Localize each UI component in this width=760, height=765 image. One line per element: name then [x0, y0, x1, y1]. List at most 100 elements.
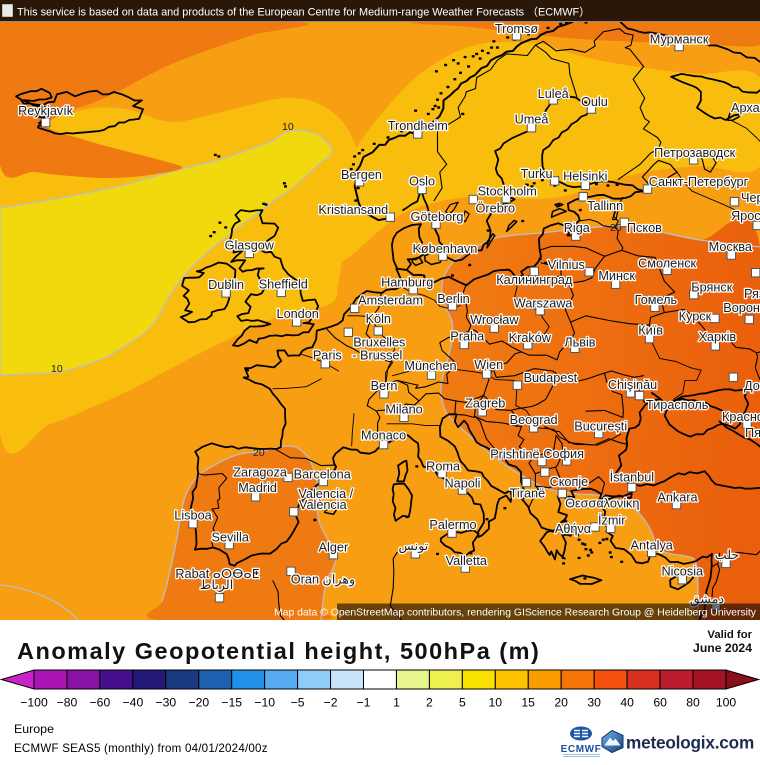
- svg-text:−2: −2: [324, 696, 338, 710]
- svg-text:تونس: تونس: [399, 539, 429, 554]
- svg-text:London: London: [277, 307, 319, 321]
- svg-text:Tallinn: Tallinn: [587, 199, 623, 213]
- svg-text:−10: −10: [254, 696, 275, 710]
- svg-text:June 2024: June 2024: [693, 641, 752, 655]
- svg-text:Ярославль: Ярославль: [731, 209, 760, 223]
- svg-text:Stockholm: Stockholm: [478, 185, 537, 199]
- svg-text:Брянск: Брянск: [691, 281, 732, 295]
- svg-text:−40: −40: [123, 696, 144, 710]
- svg-text:5: 5: [459, 696, 466, 710]
- svg-text:Ankara: Ankara: [657, 491, 698, 505]
- svg-text:Valencia /: Valencia /: [298, 487, 353, 501]
- svg-text:Beograd: Beograd: [510, 413, 558, 427]
- svg-text:Paris: Paris: [313, 349, 342, 363]
- svg-text:Bergen: Bergen: [341, 168, 382, 182]
- svg-text:Luleå: Luleå: [538, 87, 570, 101]
- svg-text:Львів: Львів: [564, 335, 595, 349]
- svg-text:Rabat ⴰⵔⴱⴰⵟ: Rabat ⴰⵔⴱⴰⵟ: [175, 567, 259, 581]
- svg-text:Amsterdam: Amsterdam: [358, 293, 423, 307]
- svg-text:40: 40: [620, 696, 634, 710]
- svg-text:Anomaly Geopotential height, 5: Anomaly Geopotential height, 500hPa (m): [17, 638, 540, 664]
- svg-text:Prishtinë: Prishtinë: [490, 448, 539, 462]
- svg-text:Zaragoza: Zaragoza: [233, 465, 288, 479]
- svg-text:Калининград: Калининград: [496, 273, 573, 287]
- svg-text:Europe: Europe: [14, 722, 54, 736]
- svg-text:Αθήνα: Αθήνα: [555, 522, 591, 536]
- svg-text:−30: −30: [155, 696, 176, 710]
- svg-text:30: 30: [587, 696, 601, 710]
- svg-text:Örebro: Örebro: [476, 202, 516, 216]
- svg-text:Umeå: Umeå: [515, 113, 550, 127]
- svg-text:İstanbul: İstanbul: [610, 471, 654, 485]
- svg-text:Alger: Alger: [319, 541, 349, 555]
- svg-text:حلب: حلب: [715, 548, 740, 562]
- svg-text:Budapest: Budapest: [524, 371, 578, 385]
- svg-text:Київ: Київ: [638, 324, 663, 338]
- svg-text:København: København: [412, 242, 477, 256]
- svg-text:Praha: Praha: [450, 330, 485, 344]
- svg-text:Kraków: Kraków: [509, 331, 552, 345]
- svg-text:1: 1: [393, 696, 400, 710]
- svg-text:60: 60: [653, 696, 667, 710]
- svg-text:Palermo: Palermo: [429, 518, 476, 532]
- svg-text:−15: −15: [221, 696, 242, 710]
- svg-text:−20: −20: [188, 696, 209, 710]
- svg-text:20: 20: [554, 696, 568, 710]
- svg-text:Nicosia: Nicosia: [661, 565, 704, 579]
- svg-text:Roma: Roma: [426, 460, 461, 474]
- svg-text:−100: −100: [20, 696, 48, 710]
- svg-text:Sevilla: Sevilla: [212, 531, 250, 545]
- svg-text:Смоленск: Смоленск: [638, 256, 696, 270]
- svg-text:Hamburg: Hamburg: [381, 276, 433, 290]
- svg-text:Warszawa: Warszawa: [514, 297, 574, 311]
- svg-text:Wrocław: Wrocław: [470, 313, 519, 327]
- svg-text:Скопје: Скопје: [550, 475, 589, 489]
- svg-text:Map data © OpenStreetMap contr: Map data © OpenStreetMap contributors, r…: [274, 608, 757, 619]
- svg-text:15: 15: [521, 696, 535, 710]
- svg-text:Reykjavík: Reykjavík: [18, 104, 74, 118]
- svg-text:Bern: Bern: [371, 379, 398, 393]
- svg-text:Пятигорск: Пятигорск: [745, 426, 760, 440]
- svg-text:−5: −5: [291, 696, 305, 710]
- svg-text:−1: −1: [357, 696, 371, 710]
- svg-text:Tromsø: Tromsø: [495, 22, 538, 36]
- svg-text:Архангельск: Архангельск: [731, 101, 760, 115]
- svg-text:München: München: [404, 359, 456, 373]
- svg-text:Минск: Минск: [598, 269, 635, 283]
- svg-text:Monaco: Monaco: [361, 429, 406, 443]
- svg-text:Köln: Köln: [366, 312, 391, 326]
- svg-text:Тирасполь: Тирасполь: [646, 398, 709, 412]
- svg-text:Харків: Харків: [698, 330, 736, 344]
- svg-text:الرباط: الرباط: [200, 578, 234, 593]
- svg-text:meteologix.com: meteologix.com: [626, 733, 754, 753]
- svg-text:100: 100: [716, 696, 737, 710]
- svg-text:10: 10: [282, 121, 294, 133]
- svg-text:80: 80: [686, 696, 700, 710]
- svg-text:Glasgow: Glasgow: [225, 238, 275, 252]
- svg-text:Antalya: Antalya: [631, 538, 674, 552]
- svg-text:Рязань: Рязань: [744, 287, 760, 301]
- svg-text:Tiranë: Tiranë: [510, 487, 546, 501]
- svg-text:Москва: Москва: [709, 240, 753, 254]
- svg-text:София: София: [543, 447, 584, 461]
- svg-text:Воронеж: Воронеж: [723, 301, 760, 315]
- svg-text:10: 10: [489, 696, 503, 710]
- svg-text:- Brussel: - Brussel: [352, 348, 402, 362]
- svg-text:20: 20: [253, 447, 265, 459]
- svg-text:Мурманск: Мурманск: [650, 33, 709, 47]
- svg-text:Череповец: Череповец: [741, 191, 760, 205]
- svg-text:Milano: Milano: [385, 402, 422, 416]
- svg-text:İzmir: İzmir: [598, 513, 626, 527]
- svg-text:This service is based on data: This service is based on data and produc…: [17, 6, 590, 19]
- svg-text:Донецьк: Донецьк: [744, 379, 760, 393]
- svg-text:Oulu: Oulu: [581, 95, 608, 109]
- svg-text:Курск: Курск: [679, 309, 712, 323]
- svg-text:Turku: Turku: [521, 167, 553, 181]
- svg-text:Vilnius: Vilnius: [548, 258, 585, 272]
- svg-text:Lisboa: Lisboa: [174, 509, 212, 523]
- svg-text:Sheffield: Sheffield: [259, 277, 308, 291]
- svg-text:Chişinău: Chişinău: [608, 378, 657, 392]
- svg-text:Гомель: Гомель: [635, 293, 678, 307]
- svg-text:Oran وهران: Oran وهران: [291, 572, 355, 587]
- svg-text:2: 2: [426, 696, 433, 710]
